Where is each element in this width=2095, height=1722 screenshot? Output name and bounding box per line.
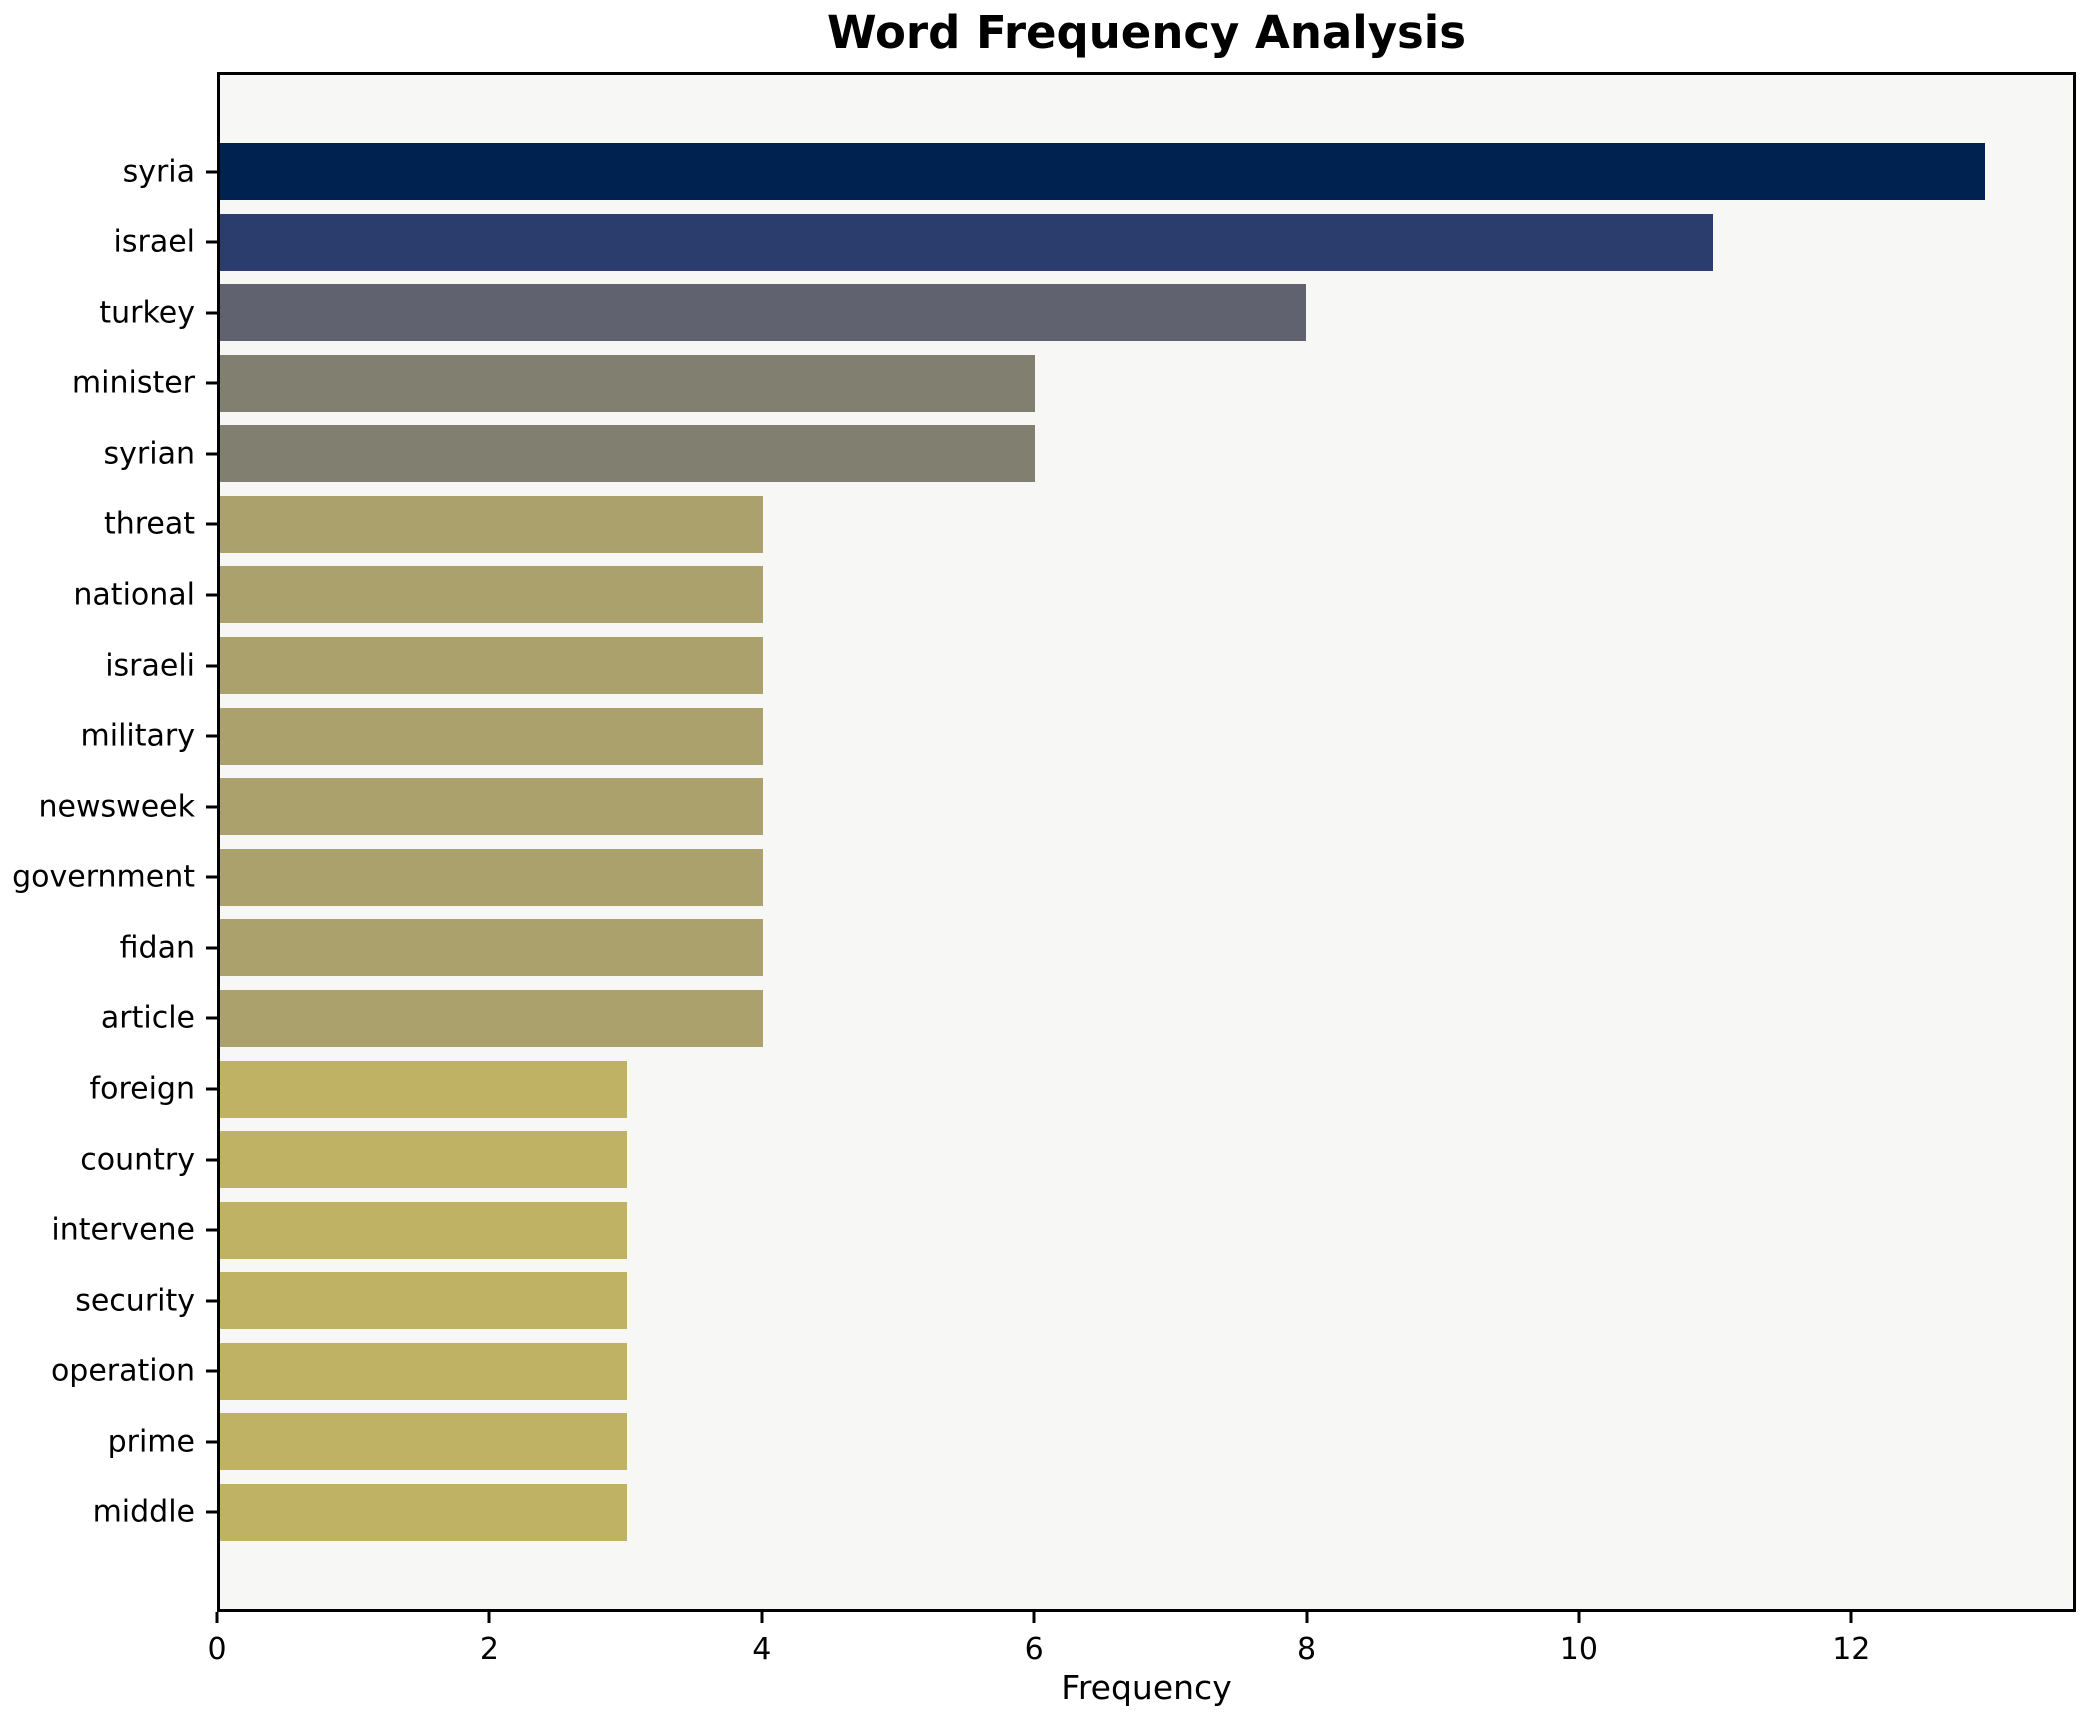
y-tick (206, 593, 217, 597)
bar-row: article (101, 989, 2073, 1047)
bar-row: prime (108, 1413, 2073, 1471)
y-axis-label: israeli (105, 648, 195, 684)
bar-row: military (81, 707, 2073, 765)
x-tick (760, 1612, 764, 1623)
y-tick (206, 734, 217, 738)
bar-syria (220, 143, 1985, 200)
x-axis: 0 2 4 6 8 10 12 (207, 1612, 2076, 1682)
x-tick-label: 4 (752, 1632, 772, 1667)
x-tick (1577, 1612, 1581, 1623)
bar-row: turkey (99, 284, 2073, 342)
bar-minister (220, 354, 1035, 412)
bar-security (220, 1272, 628, 1330)
y-tick (206, 1510, 217, 1514)
y-tick (206, 1087, 217, 1091)
chart-title: Word Frequency Analysis (826, 6, 1467, 59)
y-tick (206, 1369, 217, 1373)
bar-row: intervene (51, 1201, 2073, 1259)
bar-row: israeli (105, 637, 2073, 695)
bar-israel (220, 213, 1714, 271)
bar-fidan (220, 919, 763, 977)
bar-row: country (80, 1131, 2073, 1189)
y-tick (206, 170, 217, 173)
bar-turkey (220, 284, 1306, 342)
x-tick-label: 10 (1559, 1632, 1598, 1667)
y-tick (206, 1228, 217, 1232)
bar-row: fidan (120, 919, 2073, 977)
bar-foreign (220, 1060, 628, 1118)
y-axis-label: middle (92, 1494, 195, 1530)
y-axis-label: minister (71, 365, 195, 401)
y-tick (206, 381, 217, 385)
x-tick-label: 2 (479, 1632, 499, 1667)
bar-row: operation (51, 1342, 2073, 1400)
bar-syrian (220, 425, 1035, 483)
y-axis-label: military (80, 718, 195, 754)
y-tick (206, 946, 217, 950)
bar-row: national (73, 566, 2073, 624)
y-axis-label: turkey (99, 295, 195, 331)
y-axis-label: newsweek (38, 789, 195, 825)
bar-national (220, 566, 763, 624)
y-tick (206, 1440, 217, 1444)
y-axis-label: threat (103, 506, 195, 542)
y-axis-label: syria (122, 154, 195, 189)
bar-operation (220, 1342, 628, 1400)
bar-newsweek (220, 778, 763, 836)
y-axis-label: syrian (103, 436, 195, 472)
y-axis-label: article (100, 1000, 195, 1036)
bar-article (220, 989, 763, 1047)
y-axis-label: country (80, 1142, 195, 1178)
bar-row: government (12, 848, 2073, 906)
bar-row: security (75, 1272, 2073, 1330)
y-tick (206, 311, 217, 315)
y-axis-label: government (12, 859, 195, 895)
bar-row: threat (104, 495, 2073, 553)
x-tick (1032, 1612, 1036, 1623)
bar-government (220, 848, 763, 906)
bar-row: minister (72, 354, 2073, 412)
y-axis-label: national (73, 577, 195, 613)
x-tick (1849, 1612, 1853, 1623)
y-axis-label: fidan (119, 930, 195, 966)
y-axis-label: prime (107, 1424, 195, 1460)
bars-container: syria israel turkey minister syrian threat nat… (12, 75, 2073, 1609)
y-tick (206, 1016, 217, 1020)
bar-country (220, 1131, 628, 1189)
y-tick (206, 1299, 217, 1303)
y-tick (206, 1158, 217, 1162)
bar-israeli (220, 637, 763, 695)
x-tick-label: 6 (1024, 1632, 1044, 1667)
y-tick (206, 805, 217, 809)
bar-middle (220, 1483, 628, 1541)
x-tick (487, 1612, 491, 1623)
y-axis-label: israel (113, 224, 195, 260)
y-axis-label: operation (50, 1353, 195, 1389)
y-tick (206, 664, 217, 668)
bar-row: syria (123, 143, 2073, 200)
bar-prime (220, 1413, 628, 1471)
x-tick (215, 1612, 219, 1623)
bar-row: syrian (104, 425, 2073, 483)
y-tick (206, 240, 217, 244)
x-tick-label: 12 (1832, 1632, 1871, 1667)
bar-intervene (220, 1201, 628, 1259)
y-axis-label: security (75, 1283, 195, 1319)
y-axis-label: foreign (89, 1071, 195, 1107)
y-tick (206, 875, 217, 879)
x-tick (1305, 1612, 1309, 1623)
bar-row: foreign (90, 1060, 2073, 1118)
y-tick (206, 452, 217, 456)
x-tick-label: 8 (1296, 1632, 1317, 1667)
bar-row: middle (93, 1483, 2073, 1541)
y-tick (206, 522, 217, 526)
bar-row: newsweek (39, 778, 2073, 836)
bar-row: israel (114, 213, 2073, 271)
x-tick-label: 0 (207, 1632, 227, 1667)
bar-threat (220, 495, 763, 553)
x-axis-label: Frequency (1061, 1668, 1232, 1707)
bar-military (220, 707, 763, 765)
y-axis-label: intervene (51, 1212, 195, 1248)
